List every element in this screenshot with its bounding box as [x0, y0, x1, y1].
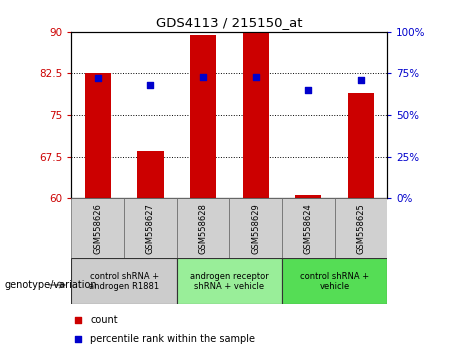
Bar	[282, 198, 335, 258]
Point	[147, 82, 154, 88]
Text: control shRNA +
vehicle: control shRNA + vehicle	[300, 272, 369, 291]
Text: GSM558628: GSM558628	[199, 203, 207, 254]
Bar	[229, 198, 282, 258]
Bar	[348, 93, 374, 198]
Bar	[177, 198, 229, 258]
Text: GSM558625: GSM558625	[356, 203, 366, 254]
Point	[357, 77, 365, 83]
Bar	[335, 198, 387, 258]
Bar	[282, 258, 387, 304]
Text: GSM558626: GSM558626	[93, 203, 102, 254]
Bar	[137, 151, 164, 198]
Point	[199, 74, 207, 80]
Point	[305, 87, 312, 93]
Bar	[177, 258, 282, 304]
Title: GDS4113 / 215150_at: GDS4113 / 215150_at	[156, 16, 302, 29]
Point	[252, 74, 260, 80]
Bar	[85, 74, 111, 198]
Bar	[124, 198, 177, 258]
Text: androgen receptor
shRNA + vehicle: androgen receptor shRNA + vehicle	[190, 272, 269, 291]
Text: count: count	[90, 315, 118, 325]
Point	[74, 317, 82, 323]
Point	[74, 336, 82, 341]
Bar	[71, 198, 124, 258]
Text: GSM558624: GSM558624	[304, 203, 313, 254]
Text: GSM558629: GSM558629	[251, 203, 260, 254]
Text: GSM558627: GSM558627	[146, 203, 155, 254]
Text: percentile rank within the sample: percentile rank within the sample	[90, 333, 255, 344]
Text: genotype/variation: genotype/variation	[5, 280, 97, 290]
Bar	[71, 258, 177, 304]
Bar	[295, 195, 321, 198]
Bar	[242, 32, 269, 198]
Point	[94, 76, 101, 81]
Bar	[190, 35, 216, 198]
Text: control shRNA +
androgen R1881: control shRNA + androgen R1881	[89, 272, 159, 291]
